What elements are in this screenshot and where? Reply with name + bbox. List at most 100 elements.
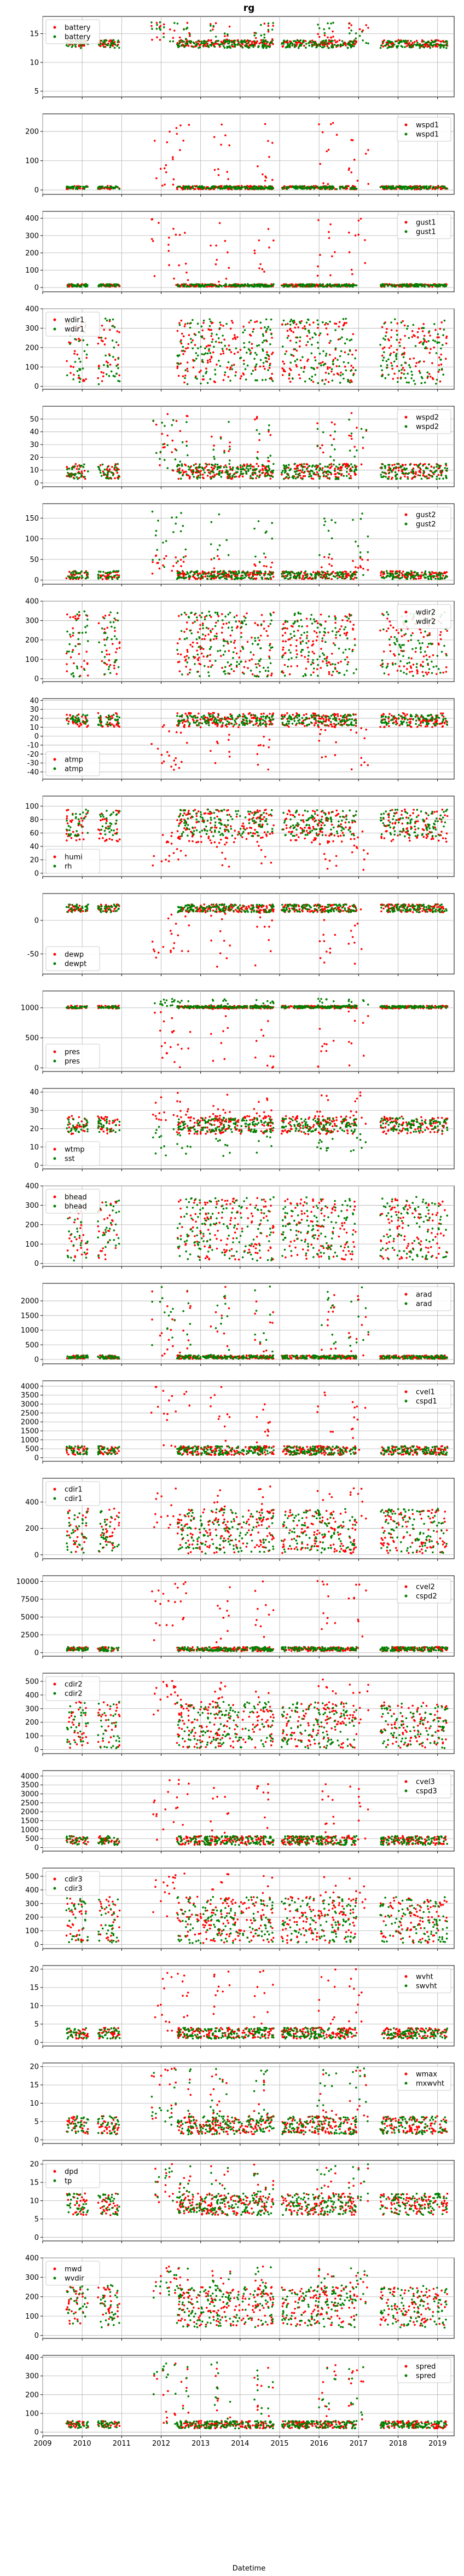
data-point xyxy=(256,417,258,419)
data-point xyxy=(444,187,446,189)
data-point xyxy=(437,474,440,476)
data-point xyxy=(243,363,245,365)
data-point xyxy=(267,22,270,25)
data-point xyxy=(401,364,403,366)
data-point xyxy=(356,180,359,182)
data-point xyxy=(311,343,313,346)
data-point xyxy=(97,383,100,385)
data-point xyxy=(332,36,334,38)
data-point xyxy=(209,44,211,46)
data-point xyxy=(327,36,329,39)
data-point xyxy=(246,364,249,367)
data-point xyxy=(202,469,205,471)
data-point xyxy=(411,469,414,471)
data-point xyxy=(232,186,235,188)
data-point xyxy=(264,378,267,381)
data-point xyxy=(312,464,314,466)
data-point xyxy=(348,43,351,45)
data-point xyxy=(405,381,408,384)
data-point xyxy=(281,473,283,476)
data-point xyxy=(210,329,213,331)
data-point xyxy=(103,43,106,45)
data-point xyxy=(115,185,117,188)
data-point xyxy=(192,473,194,476)
data-point xyxy=(426,45,428,48)
data-point xyxy=(80,470,83,473)
data-point xyxy=(214,22,217,25)
data-point xyxy=(306,186,309,188)
data-point xyxy=(347,381,349,383)
data-point xyxy=(384,377,387,379)
data-point xyxy=(310,379,312,382)
data-point xyxy=(249,284,252,286)
data-point xyxy=(349,284,352,286)
data-point xyxy=(213,474,216,476)
data-point xyxy=(403,369,405,371)
data-point xyxy=(415,186,417,188)
data-point xyxy=(231,364,233,367)
data-point xyxy=(186,383,189,385)
data-point xyxy=(265,186,268,188)
data-point xyxy=(344,342,346,344)
data-point xyxy=(402,367,404,369)
data-point xyxy=(181,44,183,47)
data-point xyxy=(78,358,80,360)
data-point xyxy=(442,344,444,346)
data-point xyxy=(319,283,321,285)
data-point xyxy=(184,232,186,234)
data-point xyxy=(227,188,229,191)
y-tick-label: 30 xyxy=(30,441,39,449)
data-point xyxy=(311,470,314,472)
data-point xyxy=(177,374,180,377)
data-point xyxy=(316,366,318,369)
data-point xyxy=(78,337,80,340)
data-point xyxy=(406,327,408,330)
data-point xyxy=(332,30,334,33)
data-point xyxy=(401,472,404,475)
data-point xyxy=(332,46,334,48)
data-point xyxy=(299,463,301,466)
data-point xyxy=(246,44,248,47)
data-point xyxy=(438,336,440,338)
data-point xyxy=(289,324,292,326)
data-point xyxy=(269,477,272,480)
data-point xyxy=(106,572,109,574)
data-point xyxy=(233,43,236,45)
data-point xyxy=(432,339,434,342)
data-point xyxy=(179,149,181,151)
data-point xyxy=(427,285,430,288)
data-point xyxy=(304,40,307,42)
data-point xyxy=(304,380,306,383)
data-point xyxy=(301,356,304,358)
data-point xyxy=(259,570,262,573)
data-point xyxy=(401,469,403,471)
data-point xyxy=(407,477,409,480)
data-point xyxy=(222,350,224,352)
data-point xyxy=(341,373,344,376)
data-point xyxy=(221,123,223,126)
data-point xyxy=(353,469,356,471)
data-point xyxy=(385,283,388,286)
data-point xyxy=(118,374,120,377)
data-point xyxy=(256,379,258,382)
data-point xyxy=(439,327,442,330)
data-point xyxy=(210,30,212,32)
data-point xyxy=(367,183,369,185)
data-point xyxy=(177,186,179,188)
data-point xyxy=(233,473,235,476)
data-point xyxy=(418,370,421,372)
data-point xyxy=(364,239,366,241)
data-point xyxy=(383,39,385,42)
data-point xyxy=(390,345,392,347)
data-point xyxy=(293,40,295,42)
data-point xyxy=(316,283,318,286)
data-point xyxy=(415,39,418,42)
data-point xyxy=(202,361,204,364)
data-point xyxy=(306,188,308,190)
data-point xyxy=(249,572,251,574)
data-point xyxy=(270,333,272,336)
data-point xyxy=(176,367,179,370)
data-point xyxy=(268,578,270,580)
data-point xyxy=(217,575,219,577)
data-point xyxy=(234,476,236,478)
